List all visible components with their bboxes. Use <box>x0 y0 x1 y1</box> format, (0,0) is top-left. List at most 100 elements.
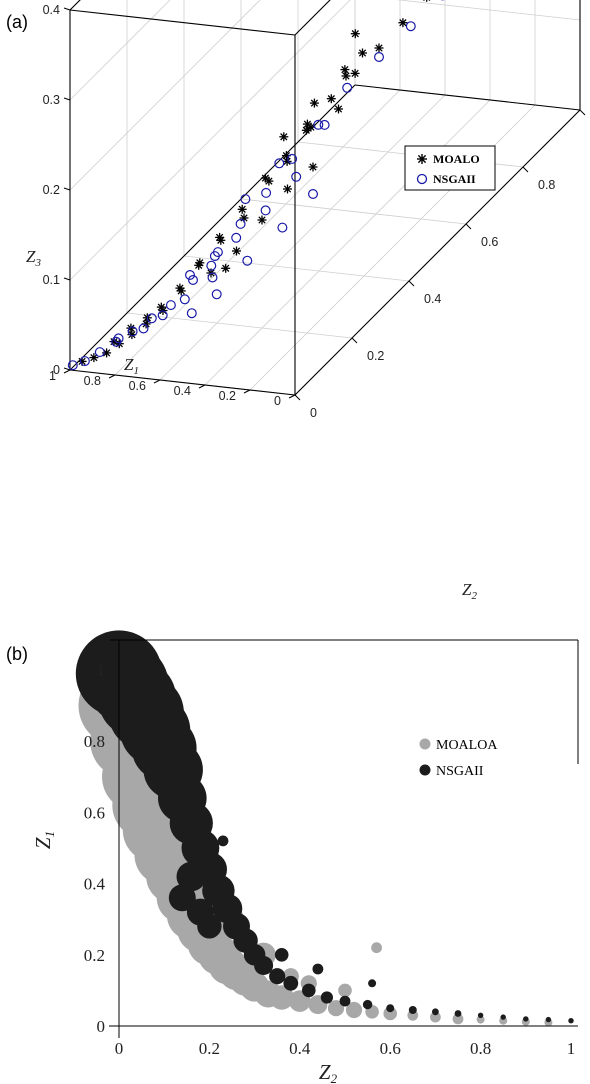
z-tick-label-a: 0.1 <box>43 273 60 287</box>
nsgaii-point <box>231 232 242 243</box>
nsgaii-bubble <box>477 1012 484 1018</box>
nsgaii-point <box>287 153 298 164</box>
chart-a-3d-scatter: (a) 00.20.40.60.8100.20.40.60.8100.10.20… <box>6 0 586 602</box>
moalo-point <box>341 71 351 81</box>
moalo-point <box>221 263 231 273</box>
moalo-point <box>358 48 367 58</box>
moaloa-bubble <box>327 1000 345 1017</box>
x-tick-label-b: 0 <box>115 1039 124 1058</box>
moalo-point <box>127 330 137 340</box>
z1-axis-label: Z1 <box>124 355 139 377</box>
nsgaii-point <box>186 308 197 319</box>
nsgaii-point <box>405 21 416 32</box>
panel-b-label: (b) <box>6 644 28 664</box>
nsgaii-bubble <box>320 991 333 1004</box>
nsgaii-point <box>188 275 199 286</box>
y-tick-label-b: 1 <box>97 661 106 680</box>
x-tick-label-a: 0 <box>274 394 281 408</box>
z3-axis-label: Z3 <box>26 247 41 269</box>
z2-axis-label: Z2 <box>462 580 477 602</box>
y-tick-label-b: 0.8 <box>84 732 105 751</box>
nsgaii-point <box>127 326 138 337</box>
x-tick-label-b: 0.8 <box>470 1039 491 1058</box>
nsgaii-point <box>94 347 105 358</box>
nsgaii-point <box>157 310 168 321</box>
moalo-point <box>89 353 99 363</box>
nsgaii-bubble <box>176 861 207 892</box>
nsgaii-bubble <box>254 956 274 975</box>
y-tick-label-b: 0 <box>97 1017 106 1036</box>
x-tick-label-a: 0.4 <box>174 384 191 398</box>
moalo-point <box>340 65 350 75</box>
z-tick-mark-a <box>63 277 71 281</box>
y-tick-label-a: 0.4 <box>424 292 441 306</box>
nsgaii-bubble <box>283 975 299 991</box>
z-tick-label-a: 0.2 <box>43 183 60 197</box>
z-tick-mark-a <box>63 187 71 191</box>
z-tick-label-a: 0.3 <box>43 93 60 107</box>
moaloa-bubble <box>430 1011 441 1023</box>
nsgaii-bubble <box>568 1018 574 1024</box>
nsgaii-point <box>207 272 218 283</box>
nsgaii-point <box>260 205 271 216</box>
moalo-point <box>309 98 319 108</box>
chart-a-points <box>67 0 445 371</box>
x-tick-label-a: 0.8 <box>84 374 101 388</box>
chart-b-bubbles <box>75 630 574 1027</box>
nsgaii-point <box>165 300 176 311</box>
z-tick-label-a: 0.4 <box>43 3 60 17</box>
z-tick-mark-a <box>63 367 71 371</box>
y-tick-mark-a <box>579 109 586 116</box>
nsgaii-bubble <box>339 995 351 1007</box>
y-tick-label-a: 0.6 <box>481 235 498 249</box>
legend-marker-nsgaii-b <box>419 764 431 776</box>
x-tick-label-b: 0.6 <box>380 1039 401 1058</box>
nsgaii-point <box>313 119 324 130</box>
panel-a-label: (a) <box>6 12 28 32</box>
nsgaii-point <box>179 294 190 305</box>
y-tick-mark-a <box>522 166 529 173</box>
nsgaii-bubble <box>312 963 324 975</box>
nsgaii-point <box>235 218 246 229</box>
moalo-point <box>283 184 292 194</box>
x-tick-mark-a <box>243 389 251 394</box>
x-tick-mark-a <box>108 374 116 379</box>
moalo-point <box>282 156 292 166</box>
z1-axis-label-b: Z1 <box>31 831 57 849</box>
chart-b-ticks: 0 0.2 0.4 0.6 0.8 1 0 0.2 0.4 0.6 0.8 1 <box>84 640 578 1058</box>
nsgaii-bubble <box>408 1006 417 1014</box>
nsgaii-point <box>111 336 122 347</box>
y-tick-label-a: 0 <box>310 406 317 420</box>
y-tick-label-b: 0.6 <box>84 803 105 822</box>
y-tick-label-b: 0.4 <box>84 875 106 894</box>
nsgaii-bubble <box>302 983 316 998</box>
nsgaii-point <box>79 356 90 367</box>
nsgaii-bubble <box>274 948 289 962</box>
moalo-point <box>77 356 87 366</box>
y-tick-label-b: 0.2 <box>84 946 105 965</box>
nsgaii-bubble <box>454 1010 462 1017</box>
x-tick-mark-a <box>288 394 296 399</box>
nsgaii-point <box>211 289 222 300</box>
nsgaii-point <box>206 260 217 271</box>
legend-label-moaloa: MOALOA <box>436 738 498 753</box>
z-tick-label-a: 0 <box>53 363 60 377</box>
nsgaii-point <box>185 270 196 281</box>
legend-label-nsgaii-b: NSGAII <box>436 764 484 779</box>
moalo-point <box>257 215 267 225</box>
moalo-point <box>176 286 186 296</box>
nsgaii-point <box>209 251 220 262</box>
nsgaii-point <box>240 194 251 205</box>
nsgaii-point <box>113 333 124 344</box>
moalo-point <box>334 104 343 114</box>
chart-a-axis-labels: Z1 Z2 Z3 <box>26 247 477 602</box>
moaloa-bubble <box>371 942 382 954</box>
x-tick-label-b: 0.4 <box>289 1039 311 1058</box>
nsgaii-bubble <box>386 1004 395 1013</box>
moaloa-bubble <box>345 1001 363 1019</box>
moaloa-bubble <box>269 985 294 1010</box>
y-tick-mark-a <box>351 337 358 344</box>
chart-b-frame <box>110 639 579 764</box>
moalo-point <box>423 0 431 2</box>
moalo-point <box>279 132 289 142</box>
